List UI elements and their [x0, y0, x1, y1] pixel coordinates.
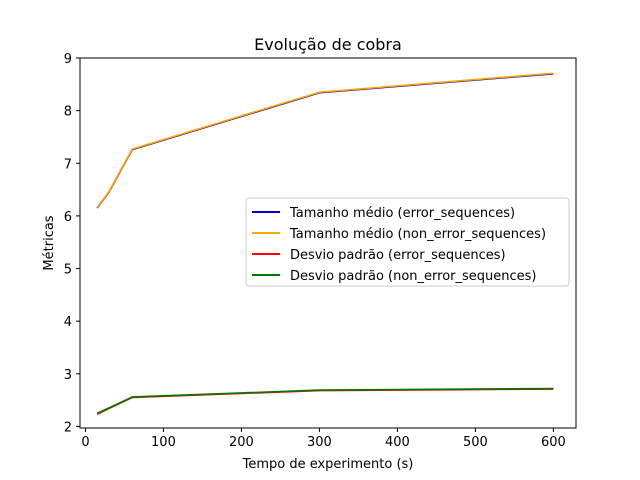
- x-tick-label: 500: [463, 435, 488, 450]
- legend-items: Tamanho médio (error_sequences) Tamanho m…: [252, 206, 546, 284]
- legend-box: [245, 197, 570, 287]
- x-tick-label: 300: [307, 435, 332, 450]
- x-tick-label: 100: [151, 435, 176, 450]
- series-layer: [96, 72, 554, 416]
- y-axis: 2 3 4 5 6 7 8 9: [64, 52, 80, 435]
- series-line-2: [96, 72, 554, 208]
- y-tick-label: 3: [64, 368, 72, 383]
- x-tick-label: 0: [81, 435, 89, 450]
- legend-label: Desvio padrão (non_error_sequences): [290, 269, 537, 284]
- series-line-1: [96, 72, 554, 209]
- y-tick-label: 6: [64, 210, 72, 225]
- y-tick-label: 4: [64, 315, 72, 330]
- y-tick-label: 9: [64, 52, 72, 67]
- legend-label: Tamanho médio (error_sequences): [289, 206, 515, 221]
- series-line-4: [96, 387, 554, 414]
- legend-label: Tamanho médio (non_error_sequences): [289, 227, 546, 242]
- legend: Tamanho médio (error_sequences) Tamanho m…: [245, 197, 570, 287]
- y-axis-label: Métricas: [42, 215, 57, 270]
- y-tick-label: 7: [64, 157, 72, 172]
- y-tick-label: 8: [64, 105, 72, 120]
- chart-title: Evolução de cobra: [254, 35, 402, 54]
- legend-label: Desvio padrão (error_sequences): [290, 248, 506, 263]
- x-tick-label: 200: [229, 435, 254, 450]
- y-tick-label: 2: [64, 420, 72, 435]
- y-tick-label: 5: [64, 263, 72, 278]
- x-axis: 0 100 200 300 400 500 600: [81, 428, 566, 450]
- axes-frame: [79, 57, 577, 429]
- plot-area: [79, 57, 577, 429]
- x-tick-label: 400: [385, 435, 410, 450]
- x-axis-label: Tempo de experimento (s): [242, 457, 414, 472]
- x-tick-label: 600: [541, 435, 566, 450]
- series-line-3: [96, 388, 554, 416]
